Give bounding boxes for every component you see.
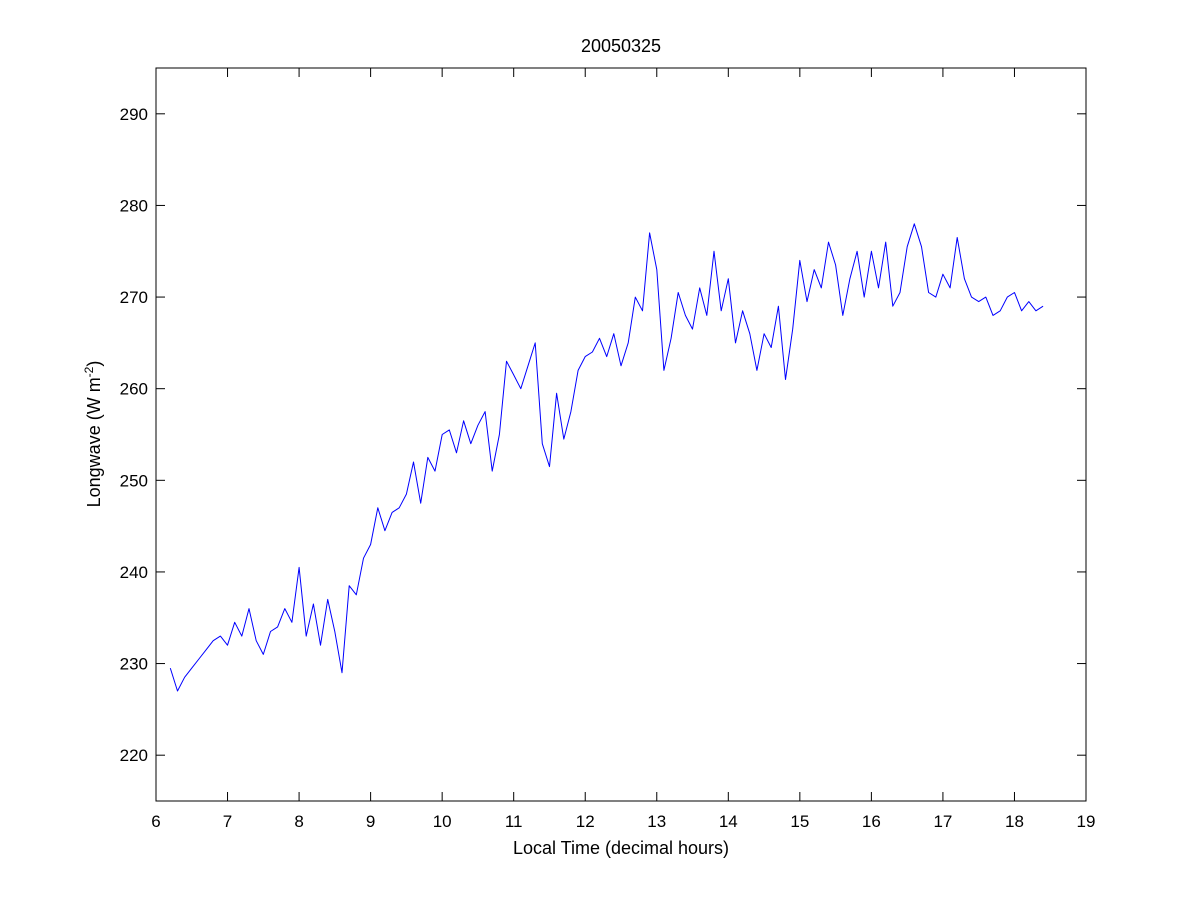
x-tick-label: 6 [151,812,160,831]
data-series-line [169,223,1044,692]
y-tick-label: 230 [120,655,148,674]
x-tick-label: 17 [933,812,952,831]
x-tick-label: 12 [576,812,595,831]
y-tick-label: 240 [120,563,148,582]
y-tick-label: 280 [120,196,148,215]
y-axis-label-close: ) [84,361,104,367]
ticks-layer: 6 7 8 9 10 11 12 13 14 15 16 17 18 19 220 230 240 250 260 2… [120,68,1096,831]
y-tick-label: 220 [120,746,148,765]
x-tick-label: 7 [223,812,232,831]
x-tick-label: 10 [433,812,452,831]
y-axis-label-superscript: -2 [82,366,96,377]
x-tick-label: 19 [1077,812,1096,831]
x-tick-label: 11 [505,812,523,831]
y-tick-label: 270 [120,288,148,307]
x-tick-label: 16 [862,812,881,831]
x-tick-label: 8 [294,812,303,831]
y-axis-label: Longwave (W m-2) [82,361,104,508]
x-tick-label: 15 [790,812,809,831]
chart-title: 20050325 [581,36,661,56]
y-tick-label: 260 [120,380,148,399]
y-tick-label: 290 [120,105,148,124]
x-tick-label: 9 [366,812,375,831]
y-tick-label: 250 [120,471,148,490]
y-axis-label-main: Longwave (W m [84,377,104,507]
x-tick-label: 14 [719,812,738,831]
x-tick-label: 18 [1005,812,1024,831]
series-layer [169,223,1044,692]
plot-area-frame [155,67,1087,802]
x-axis-label: Local Time (decimal hours) [513,838,729,858]
x-tick-label: 13 [647,812,666,831]
